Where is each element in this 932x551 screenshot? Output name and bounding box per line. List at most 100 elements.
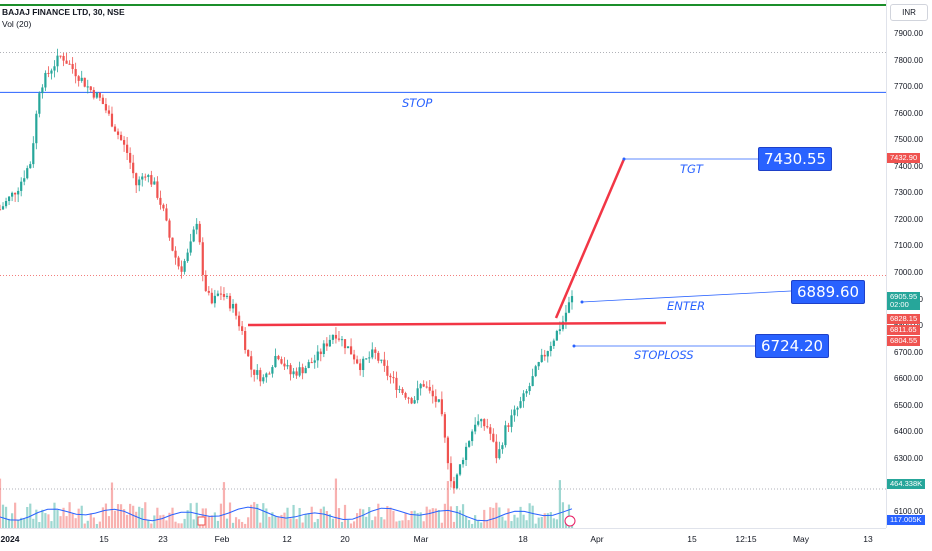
volume-bar — [486, 519, 489, 528]
volume-bar — [477, 520, 480, 528]
candle-body — [189, 241, 192, 253]
candle-body — [558, 329, 561, 331]
candle-body — [425, 386, 428, 388]
candle-body — [23, 178, 26, 182]
candle-body — [234, 303, 238, 316]
candle-body — [304, 368, 307, 374]
candle-body — [343, 339, 347, 349]
candle-body — [474, 424, 477, 432]
price-axis[interactable] — [886, 0, 932, 528]
volume-bar — [516, 517, 519, 528]
candle-body — [195, 223, 198, 230]
candle-body — [461, 459, 465, 465]
candle-body — [464, 446, 468, 460]
volume-bar — [259, 522, 262, 528]
volume-bar — [50, 521, 53, 528]
time-axis[interactable] — [0, 528, 886, 551]
volume-bar — [368, 507, 371, 528]
candle-body — [292, 371, 295, 375]
currency-button[interactable]: INR — [890, 4, 928, 21]
candle-body — [519, 401, 522, 408]
price-chart[interactable] — [0, 0, 886, 528]
symbol-legend: BAJAJ FINANCE LTD, 30, NSE — [2, 7, 125, 17]
volume-bar — [471, 523, 474, 528]
volume-bar — [410, 511, 413, 528]
volume-bar — [262, 503, 265, 528]
candle-body — [283, 363, 286, 367]
volume-bar — [522, 514, 525, 528]
time-tick-label: 15 — [99, 534, 109, 544]
volume-bar — [483, 509, 486, 528]
volume-bar — [177, 523, 180, 528]
volume-bar — [65, 516, 68, 528]
volume-bar — [47, 514, 50, 528]
volume-bar — [192, 519, 195, 528]
candle-body — [107, 110, 111, 114]
candle-body — [356, 359, 359, 364]
volume-bar — [528, 503, 531, 528]
volume-bar — [489, 507, 492, 528]
volume-bar — [0, 478, 2, 528]
volume-bar — [150, 523, 153, 528]
time-tick-label: Mar — [413, 534, 429, 544]
candle-body — [289, 365, 292, 375]
candle-body — [334, 334, 338, 339]
volume-bar — [495, 502, 498, 528]
volume-bar — [98, 521, 101, 528]
volume-bar — [525, 520, 528, 528]
volume-bar — [204, 508, 207, 528]
candle-body — [380, 359, 383, 361]
volume-bar — [129, 503, 132, 528]
candle-body — [443, 414, 446, 438]
candle-body — [165, 208, 168, 221]
candle-body — [383, 359, 386, 366]
volume-bar — [558, 480, 561, 528]
volume-bar — [213, 512, 216, 528]
candle-body — [141, 176, 144, 180]
volume-bar — [277, 516, 280, 528]
volume-bar — [247, 517, 250, 528]
stoploss-price-callout[interactable]: 6724.20 — [755, 334, 830, 358]
volume-bar — [225, 518, 229, 528]
stoploss-anchor-dot — [572, 344, 576, 348]
volume-bar — [552, 518, 555, 528]
enter-price-callout[interactable]: 6889.60 — [791, 280, 866, 304]
volume-bar — [234, 517, 238, 528]
price-tick-label: 7300.00 — [894, 188, 923, 198]
volume-bar — [186, 510, 189, 528]
volume-bar — [23, 518, 26, 528]
chart-area[interactable] — [0, 0, 886, 528]
candle-body — [113, 126, 117, 132]
price-tick-label: 7900.00 — [894, 29, 923, 38]
volume-bar — [132, 505, 135, 528]
volume-bar — [380, 517, 383, 528]
price-tick-label: 7400.00 — [894, 161, 923, 171]
candle-body — [168, 220, 171, 238]
candle-body — [552, 340, 555, 346]
volume-bar — [543, 513, 546, 528]
volume-bar — [440, 522, 443, 528]
volume-bar — [352, 521, 356, 528]
candle-body — [262, 377, 265, 382]
candle-body — [352, 354, 356, 360]
target-trajectory-line — [554, 158, 626, 319]
tgt-price-callout[interactable]: 7430.55 — [758, 147, 833, 171]
candle-body — [14, 192, 17, 195]
volume-bar — [371, 520, 374, 528]
time-tick-label: 13 — [863, 534, 873, 544]
candle-body — [495, 441, 498, 459]
candle-body — [62, 55, 65, 61]
candle-body — [325, 343, 328, 347]
volume-bar — [119, 504, 123, 528]
candle-body — [295, 371, 298, 376]
candle-body — [440, 399, 443, 415]
time-tick-label: Apr — [590, 534, 604, 544]
candle-body — [219, 293, 223, 295]
candle-body — [395, 377, 398, 390]
volume-bar — [425, 506, 428, 528]
candle-body — [144, 176, 147, 178]
volume-bar — [392, 510, 395, 528]
volume-bar — [171, 507, 174, 528]
candle-body — [256, 370, 259, 375]
volume-bar — [537, 517, 540, 528]
